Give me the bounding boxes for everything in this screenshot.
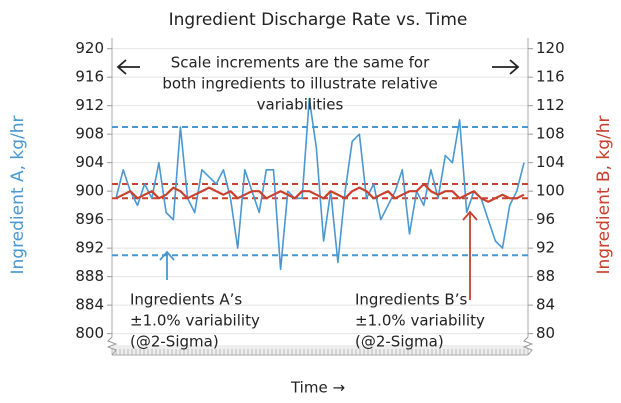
annotation: Ingredients B’s xyxy=(355,291,467,309)
chart-title: Ingredient Discharge Rate vs. Time xyxy=(169,10,468,30)
y-tick-label: 892 xyxy=(75,239,104,257)
y2-tick-label: 80 xyxy=(536,324,555,342)
y2-tick-label: 84 xyxy=(536,296,555,314)
annotation: ±1.0% variability xyxy=(355,312,485,330)
y-tick-label: 908 xyxy=(75,125,104,143)
y-tick-label: 912 xyxy=(75,96,104,114)
arrow xyxy=(159,250,175,280)
y2-tick-label: 96 xyxy=(536,210,555,228)
arrow xyxy=(492,59,520,75)
y-tick-label: 904 xyxy=(75,153,104,171)
axis-break xyxy=(522,336,534,356)
annotation: (@2-Sigma) xyxy=(130,333,219,351)
arrow xyxy=(116,59,140,75)
annotation: both ingredients to illustrate relative xyxy=(162,75,437,93)
y-tick-label: 920 xyxy=(75,39,104,57)
y-tick-label: 896 xyxy=(75,210,104,228)
annotation: Scale increments are the same for xyxy=(171,54,430,72)
x-axis-label: Time → xyxy=(290,379,345,397)
y-axis-label: Ingredient A, kg/hr xyxy=(8,115,28,274)
y2-tick-label: 104 xyxy=(536,153,565,171)
y2-tick-label: 120 xyxy=(536,39,565,57)
y-tick-label: 916 xyxy=(75,68,104,86)
y2-tick-label: 108 xyxy=(536,125,565,143)
y2-tick-label: 116 xyxy=(536,68,565,86)
y2-tick-label: 112 xyxy=(536,96,565,114)
y2-tick-label: 92 xyxy=(536,239,555,257)
y-tick-label: 888 xyxy=(75,267,104,285)
y-tick-label: 800 xyxy=(75,324,104,342)
y-tick-label: 884 xyxy=(75,296,104,314)
arrow xyxy=(462,210,478,300)
axis-break xyxy=(106,336,118,356)
annotation: variabilities xyxy=(257,96,344,114)
y2-tick-label: 100 xyxy=(536,182,565,200)
series-line xyxy=(115,182,525,203)
annotation: Ingredients A’s xyxy=(130,291,242,309)
y2-axis-label: Ingredient B, kg/hr xyxy=(594,115,614,274)
series-line xyxy=(115,97,525,271)
annotation: (@2-Sigma) xyxy=(355,333,444,351)
y-tick-label: 900 xyxy=(75,182,104,200)
y2-tick-label: 88 xyxy=(536,267,555,285)
annotation: ±1.0% variability xyxy=(130,312,260,330)
